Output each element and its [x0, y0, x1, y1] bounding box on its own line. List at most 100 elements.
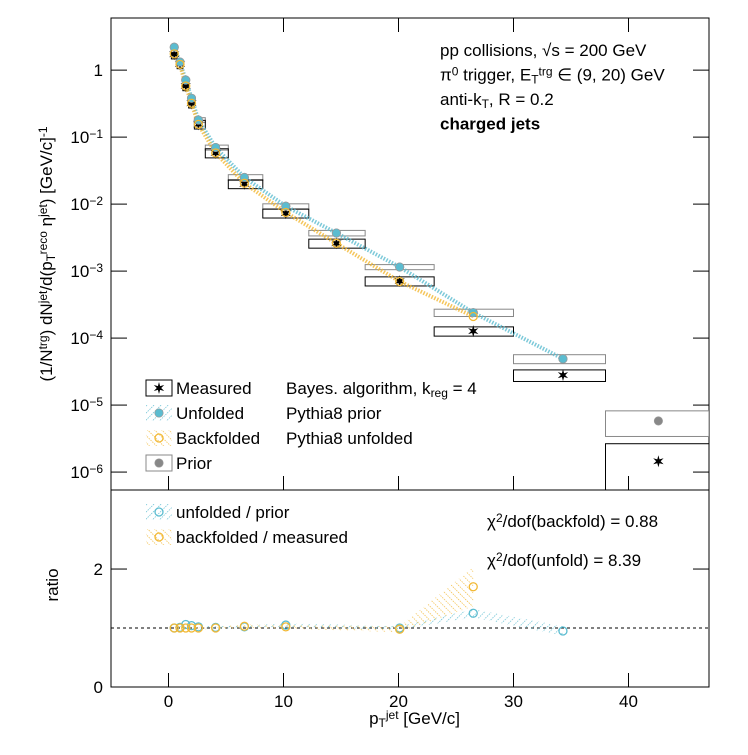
x-tick-label: 30 — [504, 692, 523, 711]
legend-label: Measured — [176, 379, 252, 398]
ratio-point — [468, 582, 478, 592]
legend-box — [145, 454, 173, 472]
point — [169, 42, 179, 52]
point — [193, 119, 204, 130]
point — [331, 238, 342, 248]
annotation: charged jets — [440, 115, 540, 134]
point — [181, 81, 191, 91]
text-part: p — [369, 709, 378, 728]
legend-label: Prior — [176, 454, 212, 473]
legend-note: Pythia8 unfolded — [286, 429, 413, 448]
point — [558, 354, 568, 364]
x-tick-label: 40 — [619, 692, 638, 711]
text-part: −4 — [89, 328, 103, 342]
text-part: 2 — [496, 550, 503, 564]
legend-label: backfolded / measured — [176, 528, 348, 547]
ratio-point — [193, 623, 204, 633]
ratio-point — [169, 623, 179, 633]
point — [468, 325, 479, 338]
point — [210, 148, 221, 158]
text-part: Bayes. algorithm, k — [286, 379, 431, 398]
ratio-point — [468, 608, 478, 618]
annotation: pp collisions, √s = 200 GeV — [440, 41, 647, 60]
legend-box — [146, 504, 172, 520]
legend-box — [145, 379, 173, 397]
band — [172, 46, 564, 361]
text-part: 10 — [70, 329, 89, 348]
text-part: χ — [487, 551, 496, 570]
text-part: jet — [385, 708, 399, 722]
text-part: /dof(backfold) = 0.88 — [503, 512, 658, 531]
point — [180, 80, 191, 92]
point — [169, 49, 179, 59]
legend-label: unfolded / prior — [176, 503, 290, 522]
text-part: reg — [431, 386, 448, 400]
text-part: trg — [539, 64, 553, 78]
text-part: χ — [487, 512, 496, 531]
ratio-point — [175, 623, 185, 633]
point — [281, 201, 291, 211]
x-tick-label: 20 — [389, 692, 408, 711]
legend-label: Backfolded — [176, 429, 260, 448]
text-part: , R = 0.2 — [489, 90, 554, 109]
text-part: 10 — [70, 128, 89, 147]
text-part: trg — [36, 335, 50, 349]
x-tick-label: 0 — [164, 692, 173, 711]
y-tick-label: 10−2 — [70, 194, 103, 214]
text-part: -1 — [36, 126, 50, 137]
text-part: charged jets — [440, 115, 540, 134]
sys-box — [513, 354, 606, 365]
point — [394, 275, 405, 288]
point — [169, 48, 180, 61]
point — [175, 59, 185, 69]
text-part: 10 — [70, 396, 89, 415]
text-part: pp collisions, √s = 200 GeV — [440, 41, 647, 60]
point — [653, 416, 663, 426]
text-part: jet — [36, 204, 50, 218]
point — [468, 311, 478, 322]
text-part: /dof(unfold) = 8.39 — [503, 551, 641, 570]
legend-marker — [154, 408, 164, 418]
text-part: T — [482, 97, 490, 111]
ratio-point — [558, 626, 568, 636]
point — [331, 228, 341, 238]
point — [175, 57, 185, 67]
legend-box — [146, 529, 172, 545]
text-part: η — [37, 217, 56, 231]
text-part: ∈ (9, 20) GeV — [553, 66, 666, 85]
text-part: −6 — [89, 462, 103, 476]
sys-box — [433, 326, 514, 337]
sys-box — [605, 443, 709, 490]
text-part: T — [531, 73, 539, 87]
text-part: ) dN — [37, 303, 56, 335]
legend-marker — [153, 382, 165, 394]
sys-box — [513, 369, 606, 382]
ratio-point — [281, 622, 291, 632]
legend-marker — [154, 458, 164, 468]
point — [331, 237, 342, 250]
y-tick-label: 10−5 — [70, 395, 103, 415]
text-part: ) [GeV/c] — [37, 137, 56, 204]
text-part: anti-k — [440, 90, 482, 109]
legend-marker — [154, 507, 164, 517]
text-part: = 4 — [448, 379, 477, 398]
legend-box — [146, 430, 172, 446]
text-part: jet — [36, 290, 50, 304]
legend-note: Pythia8 prior — [286, 404, 382, 423]
point — [281, 207, 291, 218]
point — [557, 369, 569, 382]
text-part: 10 — [70, 463, 89, 482]
point — [395, 262, 405, 272]
sys-box — [605, 410, 709, 437]
ratio-band — [174, 609, 563, 636]
y-tick-label: 2 — [94, 560, 103, 579]
ratio-note: χ2/dof(backfold) = 0.88 — [487, 511, 658, 531]
point — [239, 177, 250, 190]
legend-note: Bayes. algorithm, kreg = 4 — [286, 379, 477, 400]
x-axis-label: pTjet [GeV/c] — [369, 708, 460, 730]
text-part: 0 — [452, 64, 459, 78]
ratio-point — [210, 623, 221, 633]
y-tick-label: 0 — [94, 678, 103, 697]
ratio-point — [186, 623, 197, 633]
